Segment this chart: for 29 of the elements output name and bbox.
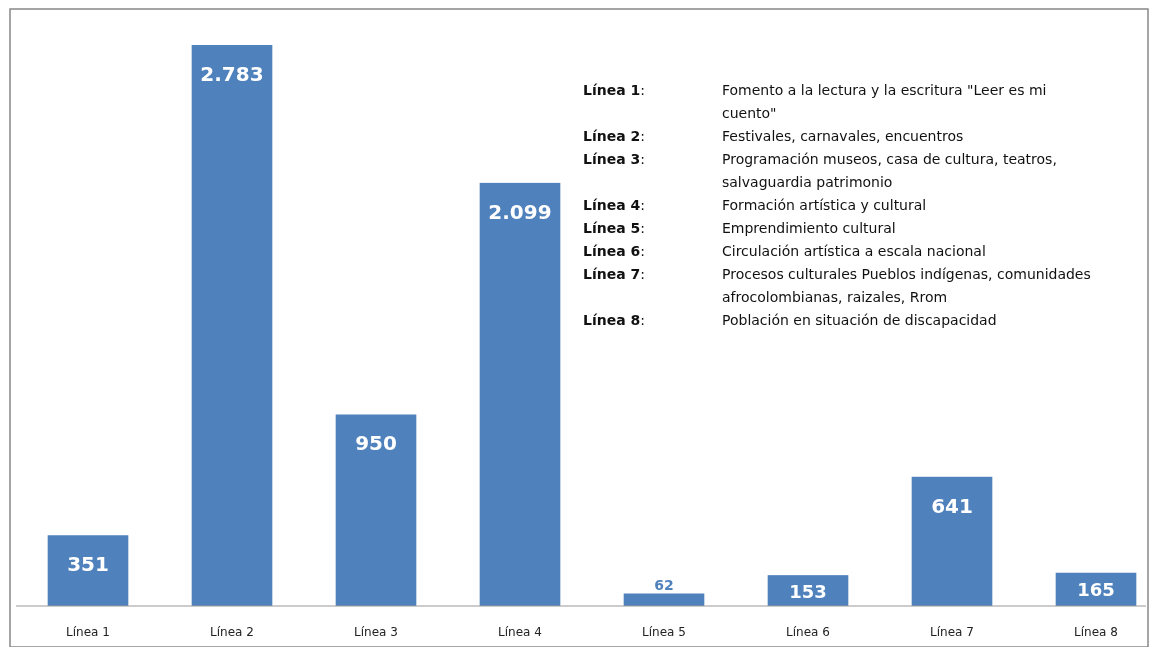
x-tick-label: Línea 3 xyxy=(354,625,398,639)
text: Línea 4: Formación artística y cultural xyxy=(583,197,927,213)
text: Línea 6: Circulación artística a escala nacional xyxy=(583,243,986,259)
bar xyxy=(335,414,417,606)
data-label: 62 xyxy=(654,576,674,593)
x-tick-label: Línea 4 xyxy=(498,625,542,639)
data-label: 351 xyxy=(67,552,109,577)
data-label: 641 xyxy=(931,493,973,518)
bar xyxy=(911,476,993,606)
text: Línea 1: Fomento a la lectura y la escritura "Leer es mi cuento" xyxy=(583,82,1047,121)
text: Línea 5: Emprendimiento cultural xyxy=(583,220,896,236)
data-label: 165 xyxy=(1077,579,1115,601)
data-label: 950 xyxy=(355,431,397,456)
text: Línea 3: Programación museos, casa de cultura, teatros, salvaguardia patrimonio xyxy=(583,151,1057,190)
text: Línea 8: Población en situación de discapacidad xyxy=(583,312,997,328)
x-tick-label: Línea 5 xyxy=(642,625,686,639)
text: Línea 2: Festivales, carnavales, encuentros xyxy=(583,128,964,144)
text: Línea 7: Procesos culturales Pueblos indígenas, comunidades afrocolombianas, raizales, Rrom xyxy=(583,266,1091,305)
bar xyxy=(47,535,129,606)
data-label: 2.099 xyxy=(488,199,552,224)
x-tick-label: Línea 7 xyxy=(930,625,974,639)
x-tick-label: Línea 8 xyxy=(1074,625,1118,639)
data-label: 153 xyxy=(789,580,827,602)
bar xyxy=(191,45,273,606)
bar xyxy=(479,182,561,606)
x-tick-label: Línea 6 xyxy=(786,625,830,639)
data-label: 2.783 xyxy=(200,62,264,86)
x-tick-label: Línea 1 xyxy=(66,625,110,639)
x-tick-label: Línea 2 xyxy=(210,625,254,639)
